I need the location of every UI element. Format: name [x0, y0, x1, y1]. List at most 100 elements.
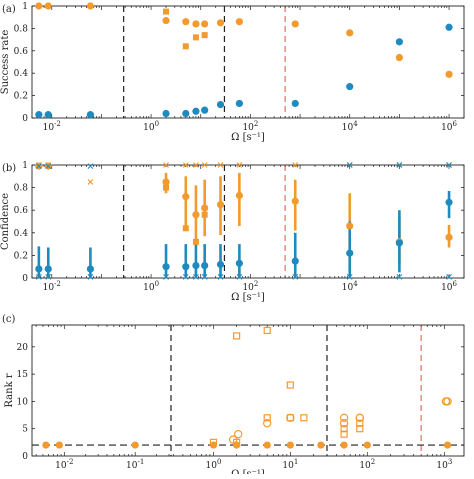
tick-base: 10 — [43, 123, 55, 133]
data-point — [182, 109, 190, 118]
data-point — [201, 261, 209, 270]
data-point — [201, 162, 208, 168]
x-tick-label: 106 — [441, 120, 457, 133]
data-point — [346, 162, 353, 168]
y-tick-label: 0.6 — [14, 206, 29, 216]
data-point — [286, 441, 294, 449]
data-point — [234, 429, 243, 439]
data-point — [35, 162, 42, 168]
data-point — [163, 184, 170, 191]
data-point — [235, 259, 243, 267]
data-point — [292, 162, 299, 168]
data-point — [263, 419, 272, 428]
x-tick-label: 10-2 — [43, 120, 61, 133]
data-point — [356, 425, 364, 433]
tick-base: 10 — [143, 123, 155, 133]
data-point — [445, 198, 453, 206]
data-point — [192, 238, 199, 245]
data-point — [45, 162, 52, 168]
data-point — [346, 222, 354, 230]
y-axis-label: Success rate — [0, 30, 11, 95]
data-point — [192, 261, 200, 270]
data-point — [42, 441, 50, 449]
data-point — [395, 53, 403, 62]
data-point — [291, 257, 299, 265]
data-point — [182, 18, 190, 26]
data-point — [236, 273, 243, 280]
data-point — [263, 441, 271, 449]
data-point — [86, 265, 95, 273]
data-point — [35, 265, 43, 273]
x-axis-label: Ω [s⁻¹] — [231, 132, 265, 143]
x-tick-label: 106 — [441, 280, 457, 293]
data-point — [35, 163, 42, 170]
tick-base: 10 — [242, 123, 254, 133]
data-point — [192, 211, 200, 219]
data-point — [87, 273, 94, 280]
x-tick-label: 102 — [242, 280, 258, 293]
data-point — [182, 225, 189, 232]
tick-exponent: 0 — [217, 458, 221, 466]
plot-frame — [31, 5, 465, 119]
tick-exponent: -1 — [138, 458, 145, 466]
tick-exponent: 4 — [353, 120, 358, 128]
data-point — [44, 111, 52, 119]
x-axis-label: Ω [s⁻¹] — [231, 292, 265, 303]
data-point — [346, 83, 354, 91]
tick-base: 10 — [55, 461, 67, 471]
data-point — [235, 18, 243, 26]
data-point — [346, 29, 354, 37]
data-point — [86, 2, 95, 10]
data-point — [217, 273, 224, 280]
data-point — [182, 273, 189, 280]
data-point — [217, 162, 224, 168]
data-point — [346, 249, 354, 257]
data-point — [45, 163, 52, 170]
tick-base: 10 — [436, 461, 448, 471]
data-point — [263, 326, 271, 335]
data-point — [35, 273, 42, 280]
y-tick-label: 0.8 — [14, 184, 29, 194]
data-point — [192, 20, 200, 28]
data-point — [201, 32, 208, 39]
y-axis-label: Rank r — [4, 373, 15, 407]
y-tick-label: 1 — [22, 161, 28, 171]
x-tick-label: 100 — [143, 280, 159, 293]
data-point — [286, 413, 295, 422]
data-point — [201, 211, 208, 218]
tick-base: 10 — [242, 283, 254, 293]
tick-exponent: -2 — [54, 120, 61, 128]
tick-base: 10 — [282, 461, 294, 471]
data-point — [192, 34, 199, 41]
data-point — [162, 109, 170, 118]
tick-exponent: -2 — [67, 458, 74, 466]
y-tick-label: 0.2 — [14, 251, 28, 261]
tick-exponent: 2 — [254, 120, 258, 128]
data-point — [446, 162, 452, 168]
data-point — [163, 273, 169, 280]
y-axis-label: Confidence — [0, 193, 11, 250]
tick-base: 10 — [441, 283, 453, 293]
data-point — [201, 204, 209, 212]
data-point — [286, 381, 294, 389]
data-point — [446, 273, 452, 280]
data-point — [236, 162, 243, 168]
data-point — [339, 419, 349, 428]
data-point — [182, 43, 189, 50]
data-point — [162, 178, 170, 186]
tick-exponent: 4 — [353, 280, 358, 288]
data-point — [192, 107, 200, 115]
tick-exponent: 0 — [155, 280, 159, 288]
y-tick-label: 1 — [22, 2, 28, 12]
data-point — [443, 441, 452, 449]
panel-label: (b) — [2, 163, 16, 174]
data-point — [395, 239, 403, 247]
data-point — [131, 441, 139, 449]
data-point — [233, 332, 241, 340]
y-tick-label: 10 — [17, 397, 29, 407]
data-point — [443, 397, 452, 406]
x-tick-label: 103 — [436, 458, 452, 471]
tick-exponent: 6 — [453, 280, 458, 288]
tick-base: 10 — [441, 123, 453, 133]
